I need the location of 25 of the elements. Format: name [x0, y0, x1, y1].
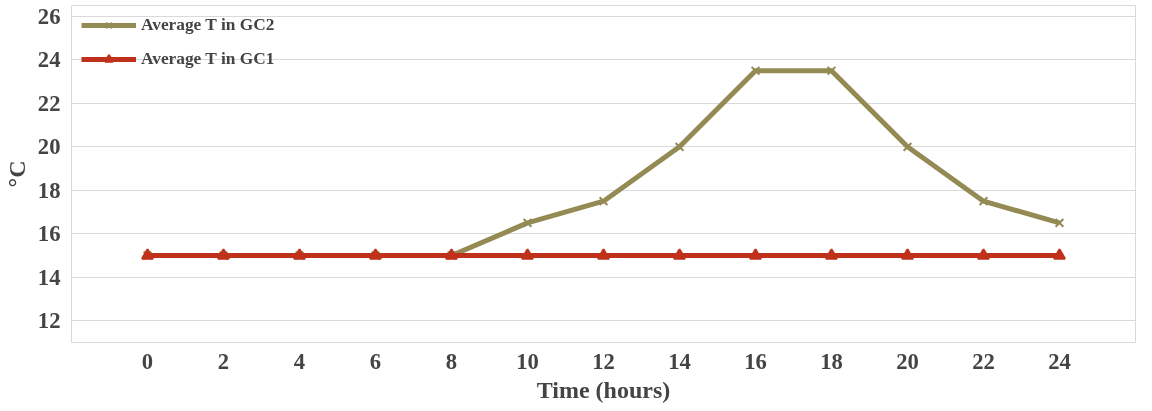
- x-tick-label: 0: [141, 348, 154, 374]
- y-tick-label: 24: [37, 47, 61, 73]
- x-tick-label: 18: [820, 348, 843, 374]
- y-tick-label: 20: [37, 134, 61, 160]
- x-tick-label: 14: [668, 348, 691, 374]
- y-tick-label: 12: [37, 308, 61, 334]
- x-tick-label: 22: [972, 348, 995, 374]
- x-tick-label: 6: [369, 348, 382, 374]
- x-axis-title: Time (hours): [536, 376, 671, 403]
- y-tick-label: 18: [37, 177, 61, 203]
- y-tick-label: 22: [37, 90, 61, 116]
- x-tick-label: 4: [293, 348, 306, 374]
- x-tick-label: 10: [516, 348, 539, 374]
- y-tick-label: 26: [37, 3, 61, 29]
- y-tick-label: 16: [37, 221, 61, 247]
- x-tick-label: 12: [592, 348, 615, 374]
- legend-label: Average T in GC1: [141, 49, 275, 69]
- x-tick-label: 2: [217, 348, 230, 374]
- y-tick-label: 14: [37, 264, 61, 290]
- x-tick-label: 24: [1048, 348, 1071, 374]
- x-tick-label: 16: [744, 348, 767, 374]
- x-tick-label: 20: [896, 348, 919, 374]
- legend-label: Average T in GC2: [141, 15, 275, 35]
- y-axis-title: °C: [3, 160, 30, 188]
- x-tick-label: 8: [445, 348, 458, 374]
